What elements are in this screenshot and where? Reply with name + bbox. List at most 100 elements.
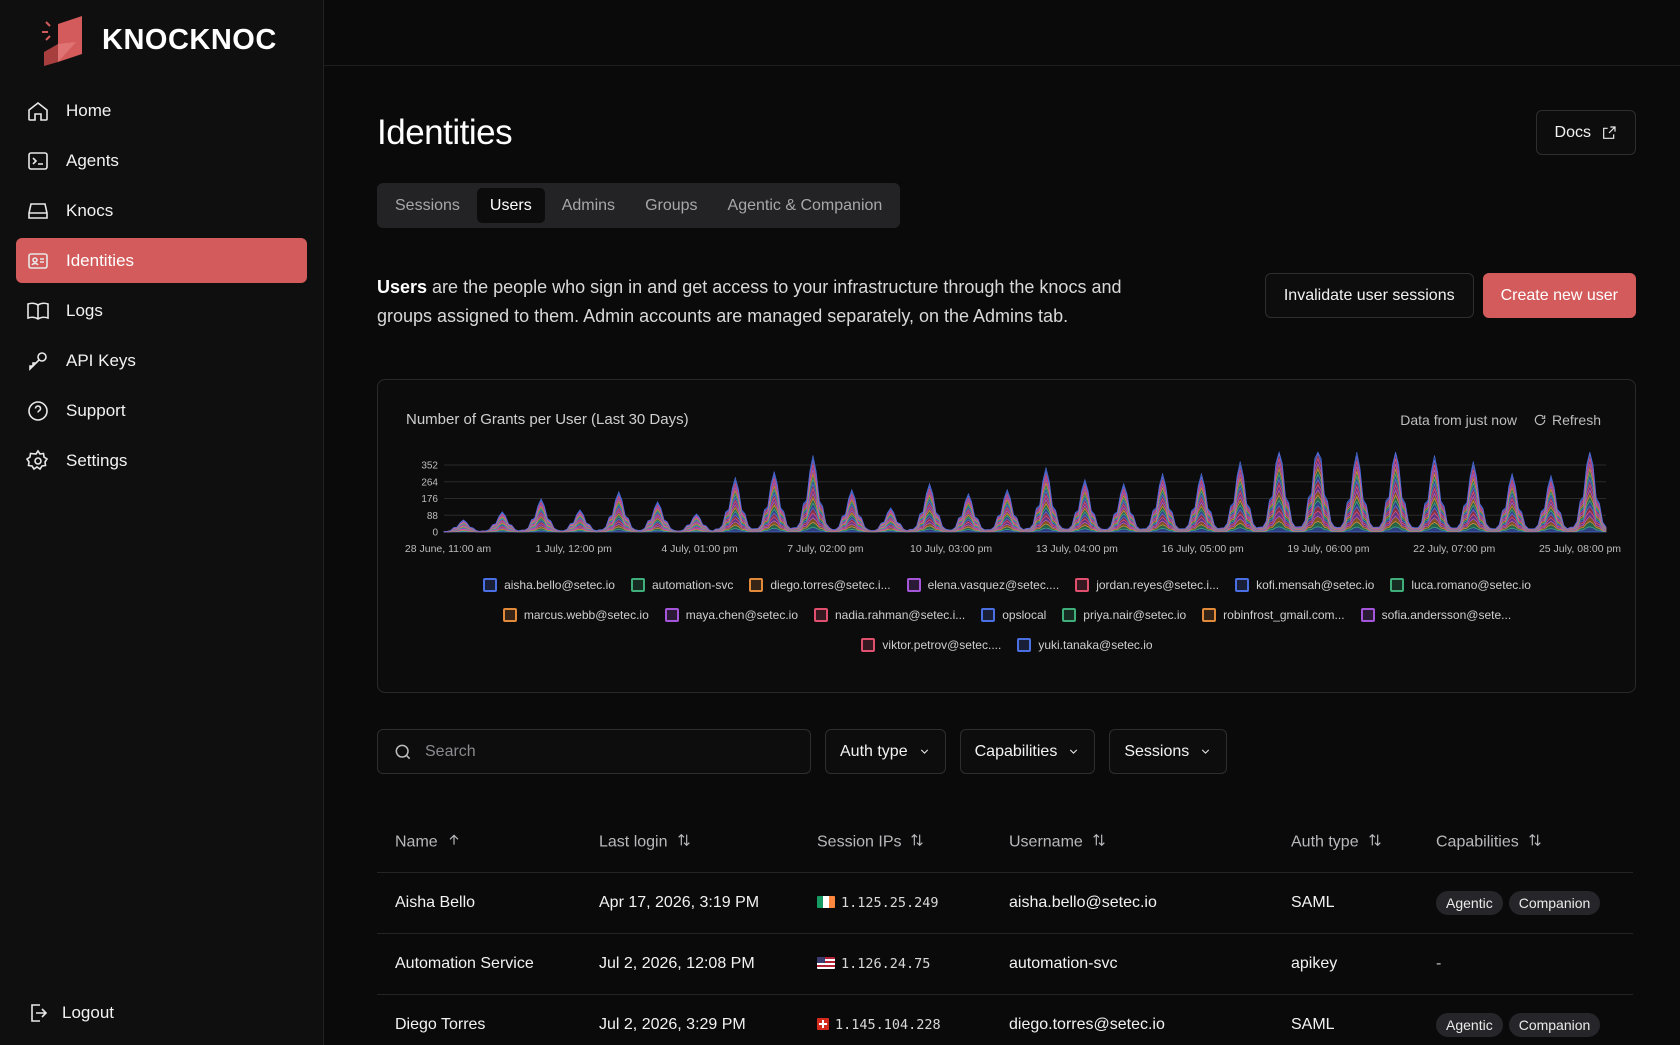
- series-area: [443, 450, 1607, 532]
- sidebar-item-logs[interactable]: Logs: [16, 288, 307, 333]
- column-label: Session IPs: [817, 833, 902, 851]
- tab-admins[interactable]: Admins: [561, 197, 616, 214]
- sidebar-item-settings[interactable]: Settings: [16, 438, 307, 483]
- top-bar: [324, 0, 1680, 66]
- sidebar-item-agents[interactable]: Agents: [16, 138, 307, 183]
- legend-swatch: [1062, 608, 1077, 622]
- home-icon: [28, 101, 48, 121]
- legend-item[interactable]: viktor.petrov@setec....: [861, 635, 1001, 655]
- main-content: Identities Docs Sessions Users Admins Gr…: [324, 0, 1680, 1045]
- refresh-icon: [1534, 414, 1546, 425]
- refresh-button[interactable]: Refresh: [1533, 412, 1601, 428]
- capabilities-filter[interactable]: Capabilities: [959, 729, 1096, 774]
- column-label: Username: [1009, 833, 1083, 851]
- legend-swatch: [906, 578, 921, 592]
- tab-sessions[interactable]: Sessions: [395, 197, 460, 214]
- external-link-icon: [1603, 125, 1616, 139]
- sidebar-item-identities[interactable]: Identities: [16, 238, 307, 283]
- legend-item[interactable]: automation-svc: [630, 575, 733, 595]
- usa-flag-icon: [817, 957, 835, 970]
- chart-title: Number of Grants per User (Last 30 Days): [406, 411, 689, 428]
- cell-auth-type: SAML: [1273, 994, 1418, 1045]
- logout-button[interactable]: Logout: [26, 993, 114, 1033]
- column-header-name[interactable]: Name: [377, 814, 581, 873]
- search-input[interactable]: [425, 742, 785, 761]
- cell-username: diego.torres@setec.io: [991, 994, 1273, 1045]
- sidebar: KNOCKNOC Home Agents Knocs Identities Lo…: [0, 0, 324, 1045]
- sidebar-item-api-keys[interactable]: API Keys: [16, 338, 307, 383]
- cell-name: Automation Service: [377, 933, 581, 995]
- legend-item[interactable]: marcus.webb@setec.io: [502, 605, 649, 625]
- legend-item[interactable]: yuki.tanaka@setec.io: [1017, 635, 1153, 655]
- page-description: Users are the people who sign in and get…: [377, 273, 1137, 331]
- auth-type-filter[interactable]: Auth type: [825, 729, 946, 774]
- legend-label: jordan.reyes@setec.i...: [1096, 578, 1220, 592]
- legend-label: yuki.tanaka@setec.io: [1038, 638, 1153, 652]
- switzerland-flag-icon: [817, 1018, 829, 1031]
- table-row[interactable]: Diego Torres Jul 2, 2026, 3:29 PM 1.145.…: [377, 994, 1633, 1045]
- legend-item[interactable]: kofi.mensah@setec.io: [1235, 575, 1374, 595]
- legend-item[interactable]: nadia.rahman@setec.i...: [814, 605, 965, 625]
- cell-last-login: Apr 17, 2026, 3:19 PM: [581, 872, 799, 934]
- column-header-capabilities[interactable]: Capabilities: [1418, 814, 1633, 873]
- sessions-filter[interactable]: Sessions: [1109, 729, 1228, 774]
- legend-swatch: [664, 608, 679, 622]
- legend-item[interactable]: maya.chen@setec.io: [664, 605, 798, 625]
- column-header-session-ips[interactable]: Session IPs: [799, 814, 991, 873]
- column-header-last-login[interactable]: Last login: [581, 814, 799, 873]
- x-tick-label: 19 July, 06:00 pm: [1287, 543, 1369, 555]
- sidebar-item-support[interactable]: Support: [16, 388, 307, 433]
- legend-swatch: [1075, 578, 1090, 592]
- legend-item[interactable]: priya.nair@setec.io: [1062, 605, 1186, 625]
- legend-label: diego.torres@setec.i...: [770, 578, 891, 592]
- legend-item[interactable]: robinfrost_gmail.com...: [1202, 605, 1345, 625]
- legend-item[interactable]: aisha.bello@setec.io: [483, 575, 615, 595]
- grants-chart-card: Number of Grants per User (Last 30 Days)…: [377, 379, 1636, 693]
- tab-agentic-companion[interactable]: Agentic & Companion: [727, 197, 883, 214]
- sidebar-nav: Home Agents Knocs Identities Logs API Ke…: [0, 88, 323, 483]
- legend-swatch: [502, 608, 517, 622]
- tab-groups[interactable]: Groups: [645, 197, 698, 214]
- table-row[interactable]: Automation Service Jul 2, 2026, 12:08 PM…: [377, 933, 1633, 995]
- legend-swatch: [630, 578, 645, 592]
- tab-users[interactable]: Users: [476, 188, 545, 223]
- column-header-auth-type[interactable]: Auth type: [1273, 814, 1418, 873]
- users-table: Name Last login Session IPs Username Aut…: [377, 814, 1633, 1045]
- cell-username: aisha.bello@setec.io: [991, 872, 1273, 934]
- grants-area-chart: 0 88 176 264 352 28 June, 11:00 am 1 July, 12:…: [405, 450, 1621, 555]
- x-tick-label: 13 July, 04:00 pm: [1036, 543, 1118, 555]
- refresh-label: Refresh: [1551, 411, 1601, 428]
- cell-session-ip: 1.126.24.75: [799, 933, 991, 995]
- legend-item[interactable]: elena.vasquez@setec....: [906, 575, 1059, 595]
- cell-capabilities: Agentic Companion: [1418, 872, 1633, 934]
- sidebar-item-label: Settings: [66, 450, 128, 470]
- data-age: Data from just now: [1400, 411, 1517, 428]
- x-tick-label: 1 July, 12:00 pm: [536, 543, 613, 555]
- sidebar-item-label: Logs: [66, 300, 103, 320]
- legend-item[interactable]: opslocal: [981, 605, 1046, 625]
- description-bold: Users: [377, 277, 428, 297]
- sidebar-item-label: Home: [66, 100, 112, 120]
- sessions-filter-label: Sessions: [1124, 742, 1190, 760]
- sidebar-item-label: Knocs: [66, 200, 114, 220]
- column-label: Name: [395, 833, 438, 851]
- column-label: Capabilities: [1436, 833, 1519, 851]
- legend-item[interactable]: jordan.reyes@setec.i...: [1075, 575, 1219, 595]
- legend-item[interactable]: luca.romano@setec.io: [1390, 575, 1531, 595]
- y-tick-label: 88: [427, 511, 439, 522]
- invalidate-sessions-button[interactable]: Invalidate user sessions: [1264, 273, 1474, 318]
- table-row[interactable]: Aisha Bello Apr 17, 2026, 3:19 PM 1.125.…: [377, 872, 1633, 934]
- id-card-icon: [28, 252, 48, 269]
- column-header-username[interactable]: Username: [991, 814, 1273, 873]
- docs-button[interactable]: Docs: [1535, 110, 1636, 155]
- sidebar-item-label: Identities: [66, 250, 135, 270]
- legend-item[interactable]: diego.torres@setec.i...: [749, 575, 891, 595]
- sidebar-item-home[interactable]: Home: [16, 88, 307, 133]
- sidebar-item-knocs[interactable]: Knocs: [16, 188, 307, 233]
- cell-session-ip: 1.125.25.249: [799, 872, 991, 934]
- sort-icon: [1091, 832, 1107, 853]
- brand-logo[interactable]: KNOCKNOC: [0, 0, 323, 80]
- create-user-button[interactable]: Create new user: [1482, 273, 1636, 318]
- legend-item[interactable]: sofia.andersson@sete...: [1360, 605, 1511, 625]
- cell-auth-type: apikey: [1273, 933, 1418, 995]
